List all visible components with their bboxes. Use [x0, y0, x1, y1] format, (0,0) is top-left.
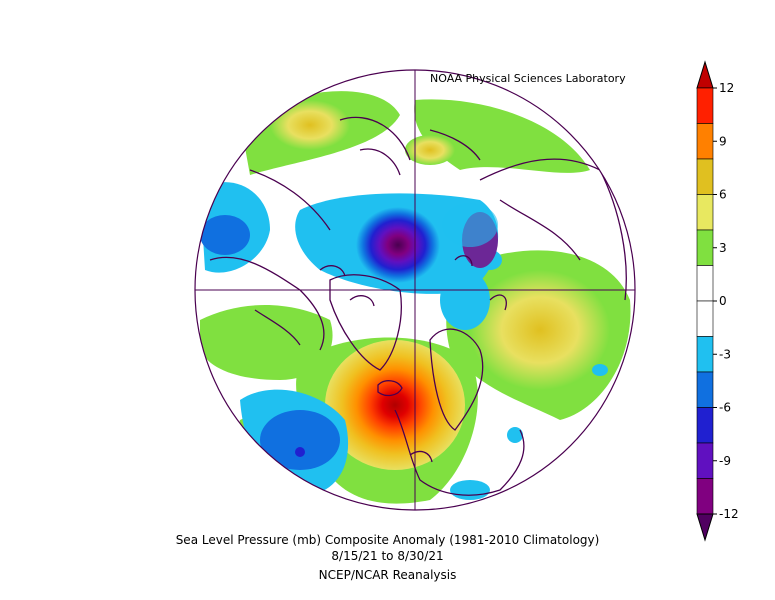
colorbar-tick-label: -3 [719, 347, 731, 361]
colorbar-segment [696, 194, 714, 231]
colorbar-segment [696, 158, 714, 195]
negative-anomaly-region [442, 203, 498, 247]
negative-anomaly-min [356, 207, 440, 283]
colorbar-segment [696, 87, 714, 124]
negative-anomaly-region [440, 270, 490, 330]
colorbar-segment [696, 442, 714, 479]
negative-anomaly-region [592, 364, 608, 376]
map-title: Sea Level Pressure (mb) Composite Anomal… [175, 533, 600, 547]
colorbar-arrow-bottom [696, 513, 714, 542]
colorbar-segment [696, 371, 714, 408]
colorbar-tick-label: 9 [719, 134, 727, 148]
negative-anomaly-region [507, 427, 523, 443]
colorbar-segment [696, 407, 714, 444]
dataset-label: NCEP/NCAR Reanalysis [318, 568, 457, 582]
date-range: 8/15/21 to 8/30/21 [331, 549, 444, 563]
colorbar-segment [696, 229, 714, 266]
map-border [194, 69, 636, 511]
negative-anomaly-region [450, 480, 490, 500]
colorbar-tick-label: -6 [719, 401, 731, 415]
colorbar-arrow-top [696, 60, 714, 89]
colorbar-segment [696, 336, 714, 373]
colorbar-tick-label: 6 [719, 188, 727, 202]
negative-anomaly-region [260, 410, 340, 470]
colorbar-segment [696, 123, 714, 160]
colorbar-tick-label: 3 [719, 241, 727, 255]
negative-anomaly-region [295, 447, 305, 457]
colorbar-tick-label: -9 [719, 454, 731, 468]
positive-anomaly-max [325, 340, 465, 470]
colorbar-segment [696, 478, 714, 515]
positive-anomaly-region [270, 100, 350, 150]
positive-anomaly-region [200, 305, 333, 380]
positive-anomaly-region [405, 135, 455, 165]
colorbar-segment [696, 300, 714, 337]
colorbar-tick-label: -12 [719, 507, 739, 521]
negative-anomaly-region [200, 215, 250, 255]
positive-anomaly-region [470, 270, 610, 390]
positive-anomaly-region [414, 99, 590, 173]
anomaly-field [195, 70, 635, 510]
colorbar-segment [696, 265, 714, 302]
credit-label: NOAA Physical Sciences Laboratory [430, 72, 626, 85]
colorbar-tick-label: 0 [719, 294, 727, 308]
colorbar-tick-label: 12 [719, 81, 734, 95]
colorbar: 12 9 6 3 0 -3 -6 -9 -12 [696, 60, 739, 542]
